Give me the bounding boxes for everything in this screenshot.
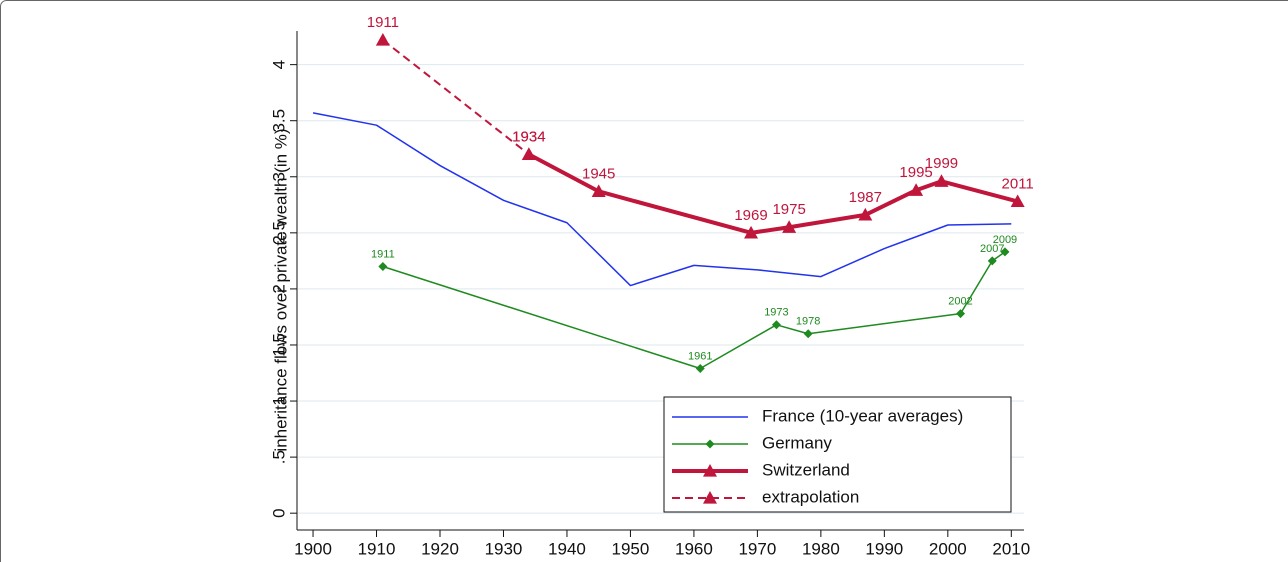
x-tick-label: 1980 — [802, 539, 840, 558]
y-tick-label: 3 — [269, 172, 288, 181]
marker — [378, 261, 388, 271]
legend-box — [663, 396, 1012, 513]
x-tick-label: 1900 — [294, 539, 332, 558]
x-tick-label: 1990 — [865, 539, 903, 558]
marker — [803, 329, 813, 339]
marker — [591, 184, 606, 197]
legend-label: Switzerland — [762, 460, 850, 479]
x-tick-label: 1960 — [675, 539, 713, 558]
x-tick-label: 1910 — [358, 539, 396, 558]
x-tick-label: 1940 — [548, 539, 586, 558]
point-label: 1969 — [734, 207, 767, 224]
marker — [771, 320, 781, 330]
point-label: 1987 — [849, 189, 882, 206]
marker — [934, 174, 949, 187]
marker — [744, 225, 759, 239]
point-label: 1975 — [772, 201, 805, 218]
y-tick-label: 1.5 — [269, 333, 288, 357]
marker — [1000, 247, 1010, 257]
point-label: 1999 — [925, 155, 958, 172]
x-tick-label: 2000 — [929, 539, 967, 558]
marker — [375, 32, 390, 46]
legend-label: France (10-year averages) — [762, 406, 963, 425]
x-tick-label: 1950 — [612, 539, 650, 558]
marker — [858, 207, 873, 221]
legend-label: extrapolation — [762, 487, 859, 506]
point-label: 1911 — [367, 14, 399, 31]
y-tick-label: 2 — [269, 284, 288, 293]
marker — [987, 256, 997, 266]
marker — [703, 491, 717, 504]
y-tick-label: 4 — [269, 60, 288, 69]
point-label: 2002 — [948, 295, 972, 307]
marker — [695, 364, 705, 374]
point-label: 1911 — [371, 248, 395, 260]
y-tick-label: 2.5 — [269, 221, 288, 245]
point-label: 1995 — [899, 164, 932, 181]
legend: France (10-year averages) Germany Switzerl… — [663, 396, 1012, 513]
point-label: 1978 — [796, 316, 820, 328]
marker — [705, 439, 715, 449]
y-tick-label: 1 — [269, 396, 288, 405]
marker — [956, 309, 966, 319]
marker — [782, 220, 797, 233]
legend-label: Germany — [762, 433, 832, 452]
point-label: 1934 — [512, 128, 545, 145]
x-tick-label: 2010 — [992, 539, 1030, 558]
x-tick-label: 1970 — [738, 539, 776, 558]
y-tick-label: 0 — [269, 508, 288, 517]
y-axis-label: inheritance flows over private wealth (i… — [271, 128, 290, 451]
point-label: 1945 — [582, 165, 615, 182]
point-label: 1934 — [512, 128, 545, 145]
marker — [909, 183, 924, 196]
y-tick-label: .5 — [269, 450, 288, 464]
point-label: 2009 — [993, 234, 1017, 246]
x-tick-label: 1920 — [421, 539, 459, 558]
point-label: 1961 — [688, 350, 712, 362]
marker — [521, 147, 536, 160]
marker — [703, 464, 717, 477]
marker — [1010, 194, 1025, 208]
series-line — [312, 112, 1012, 287]
x-tick-label: 1930 — [485, 539, 523, 558]
point-label: 2011 — [1002, 175, 1034, 192]
y-tick-label: 3.5 — [269, 109, 288, 133]
series-line — [382, 39, 530, 156]
point-label: 1973 — [764, 307, 788, 319]
point-label: 2007 — [980, 243, 1004, 255]
